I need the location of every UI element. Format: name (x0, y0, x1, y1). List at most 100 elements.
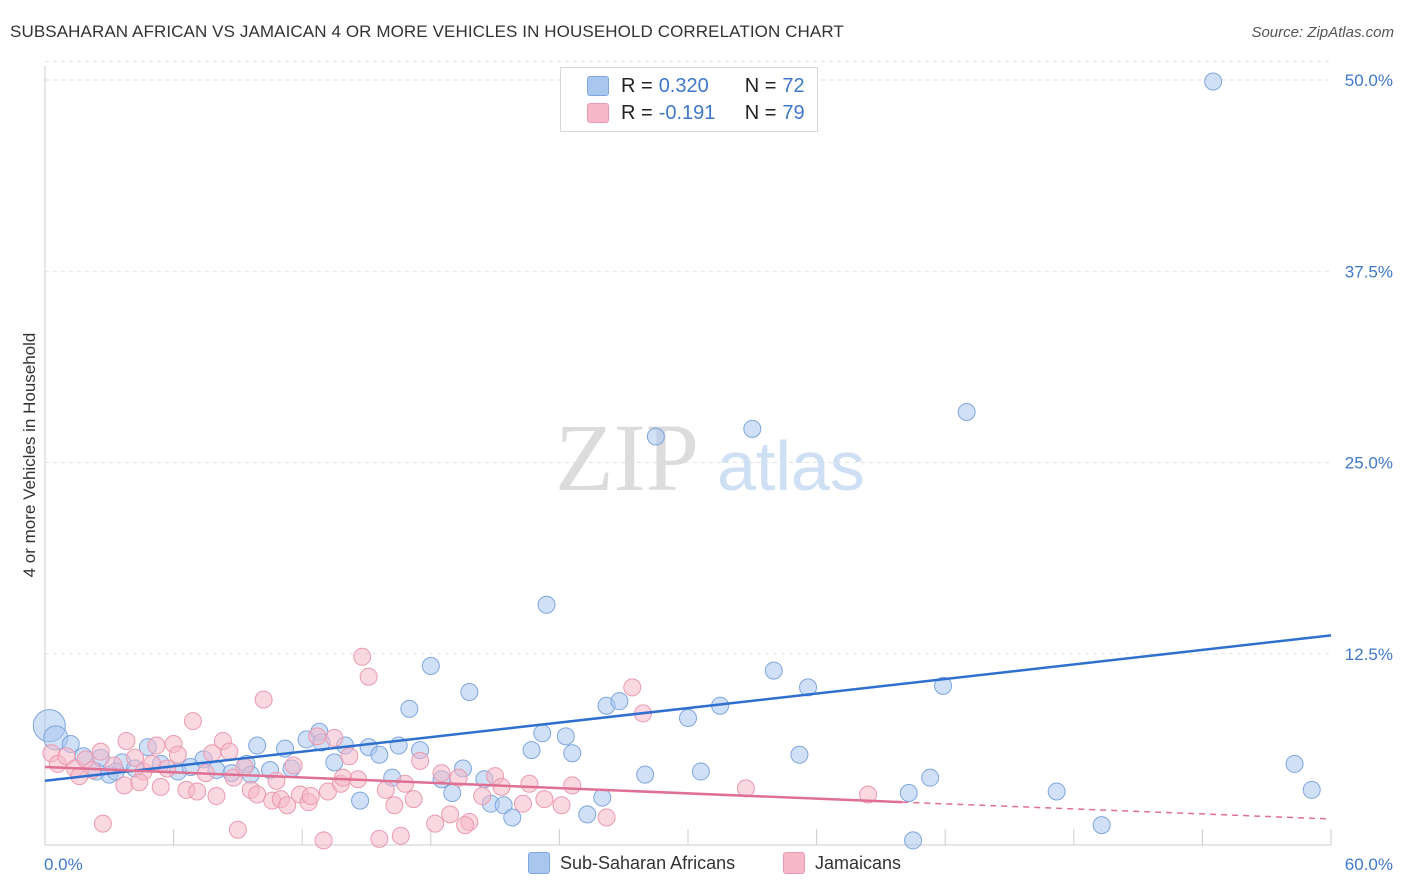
legend-r-value: 0.320 (658, 74, 709, 97)
legend-n-value: 72 (782, 74, 805, 97)
point-jamaican (207, 787, 226, 806)
legend-n-label: N = (744, 101, 777, 124)
point-jamaican (57, 747, 76, 766)
point-jamaican (147, 736, 166, 755)
point-jamaican (376, 780, 395, 799)
point-sub-saharan (563, 744, 582, 763)
point-sub-saharan (790, 745, 809, 764)
point-jamaican (228, 820, 247, 839)
point-jamaican (563, 776, 582, 795)
point-sub-saharan (370, 745, 389, 764)
point-jamaican (220, 742, 239, 761)
point-jamaican (513, 794, 532, 813)
legend-n-value: 79 (782, 101, 805, 124)
point-jamaican (267, 771, 286, 790)
legend-r-label: R = (621, 74, 653, 97)
point-jamaican (188, 782, 207, 801)
legend-item-jamaicans[interactable]: Jamaicans (783, 852, 901, 874)
trend-lines (44, 634, 1332, 820)
point-jamaican (597, 808, 616, 827)
point-jamaican (449, 768, 468, 787)
point-sub-saharan (400, 699, 419, 718)
point-jamaican (353, 647, 372, 666)
point-sub-saharan (743, 419, 762, 438)
point-jamaican (314, 831, 333, 850)
point-sub-saharan (1302, 780, 1321, 799)
point-jamaican (126, 748, 145, 767)
point-sub-saharan (1285, 754, 1304, 773)
point-sub-saharan (351, 791, 370, 810)
point-sub-saharan (904, 831, 923, 850)
point-sub-saharan (578, 805, 597, 824)
point-sub-saharan (764, 661, 783, 680)
point-sub-saharan (799, 678, 818, 697)
watermark-zip: ZIP (555, 404, 699, 511)
point-sub-saharan (636, 765, 655, 784)
x-tick-label: 60.0% (1345, 855, 1393, 874)
point-sub-saharan (248, 736, 267, 755)
point-sub-saharan (899, 783, 918, 802)
point-jamaican (115, 776, 134, 795)
point-sub-saharan (503, 808, 522, 827)
trend-line-sub-saharan (44, 634, 1332, 782)
point-jamaican (391, 826, 410, 845)
point-jamaican (432, 764, 451, 783)
y-tick-label: 37.5% (1345, 262, 1393, 281)
legend-row-sub-saharan: R = 0.320 N = 72 (587, 74, 805, 98)
legend-row-jamaicans: R = -0.191 N = 79 (587, 101, 805, 125)
y-tick-label: 12.5% (1345, 645, 1393, 664)
point-jamaican (426, 814, 445, 833)
point-sub-saharan (610, 692, 629, 711)
point-jamaican (308, 727, 327, 746)
point-jamaican (456, 816, 475, 835)
point-sub-saharan (325, 753, 344, 772)
point-sub-saharan (921, 768, 940, 787)
point-sub-saharan (421, 656, 440, 675)
point-sub-saharan (522, 741, 541, 760)
trend-line-jamaicans (44, 765, 903, 804)
legend-swatch-blue (528, 852, 550, 874)
point-sub-saharan (1092, 816, 1111, 835)
point-sub-saharan (537, 595, 556, 614)
point-sub-saharan (934, 676, 953, 695)
point-jamaican (151, 777, 170, 796)
legend-n-label: N = (744, 74, 777, 97)
point-jamaican (552, 796, 571, 815)
y-tick-label: 25.0% (1345, 454, 1393, 473)
legend-item-sub-saharan[interactable]: Sub-Saharan Africans (528, 852, 735, 874)
trend-line-jamaicans-extrapolated (902, 801, 1332, 820)
point-jamaican (411, 751, 430, 770)
point-jamaican (333, 768, 352, 787)
point-jamaican (130, 773, 149, 792)
legend-swatch-blue (587, 76, 609, 96)
point-jamaican (370, 829, 389, 848)
point-sub-saharan (593, 788, 612, 807)
point-jamaican (235, 757, 254, 776)
point-sub-saharan (957, 403, 976, 422)
point-jamaican (301, 787, 320, 806)
point-sub-saharan (533, 724, 552, 743)
point-jamaican (385, 796, 404, 815)
series-legend: Sub-Saharan Africans Jamaicans (0, 852, 1406, 878)
point-jamaican (535, 790, 554, 809)
source-label: Source: ZipAtlas.com (1251, 24, 1394, 41)
point-jamaican (93, 814, 112, 833)
point-sub-saharan (460, 683, 479, 701)
y-tick-label: 50.0% (1345, 71, 1393, 90)
correlation-legend: R = 0.320 N = 72 R = -0.191 N = 79 (560, 67, 818, 132)
point-sub-saharan (443, 783, 462, 802)
point-jamaican (623, 678, 642, 697)
point-jamaican (325, 728, 344, 747)
point-jamaican (441, 805, 460, 824)
point-jamaican (168, 745, 187, 764)
tick-labels: 12.5% 25.0% 37.5% 50.0% 0.0% 60.0% (44, 71, 1393, 874)
point-jamaican (91, 742, 110, 761)
legend-item-label: Jamaicans (815, 852, 902, 873)
point-sub-saharan (556, 727, 575, 746)
point-sub-saharan (691, 762, 710, 781)
point-jamaican (248, 785, 267, 804)
legend-swatch-pink (587, 103, 609, 123)
point-jamaican (520, 774, 539, 793)
gridlines (45, 61, 1331, 655)
